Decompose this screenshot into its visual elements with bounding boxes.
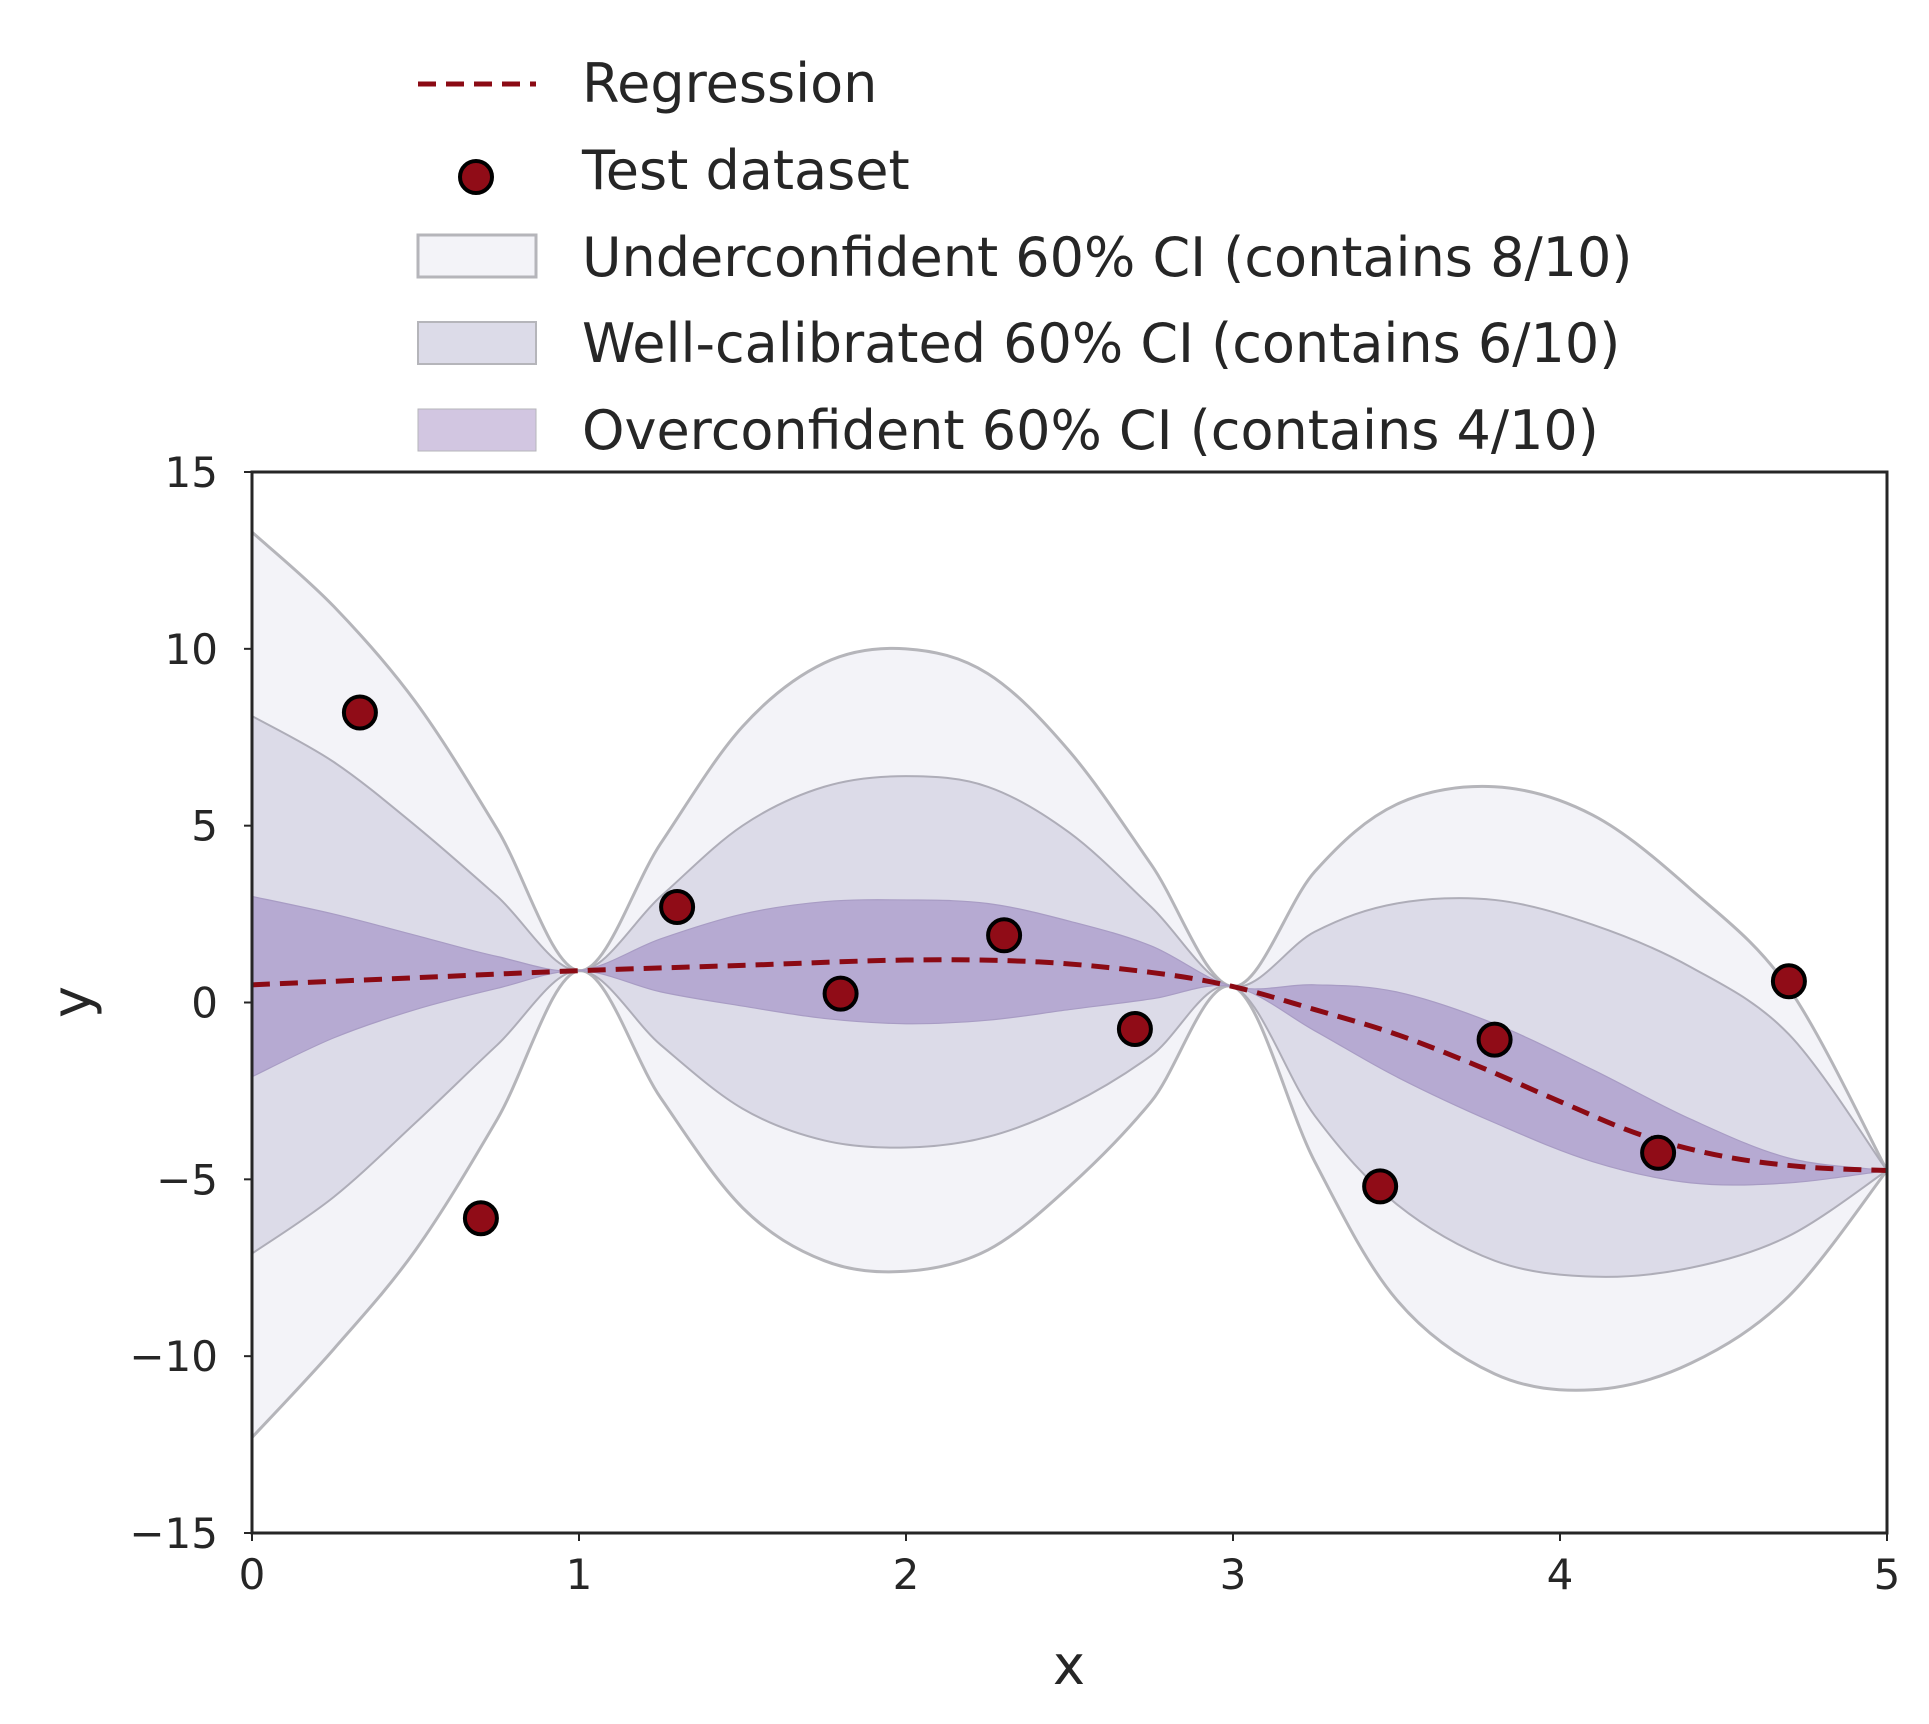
x-tick-label: 5 xyxy=(1874,1550,1901,1599)
well-calibrated-ci-lower-edge xyxy=(251,969,1888,1278)
y-tick-label: 15 xyxy=(165,448,218,497)
overconfident-ci-upper-edge xyxy=(251,895,1888,1172)
legend-under-label: Underconfident 60% CI (contains 8/10) xyxy=(582,226,1632,289)
y-axis-label: y xyxy=(40,986,103,1018)
test-point-1 xyxy=(341,694,378,731)
legend-test-swatch xyxy=(458,159,494,195)
x-axis-label: x xyxy=(1053,1634,1085,1697)
test-point-9 xyxy=(1640,1134,1677,1171)
x-tick-label: 3 xyxy=(1220,1550,1247,1599)
y-tick-label: 5 xyxy=(191,802,218,851)
test-point-10 xyxy=(1770,963,1807,1000)
y-tick-label: 10 xyxy=(165,625,218,674)
underconfident-ci-lower-edge xyxy=(250,969,1889,1439)
test-point-4 xyxy=(822,975,859,1012)
x-tick-label: 1 xyxy=(566,1550,593,1599)
x-tick-label: 0 xyxy=(239,1550,266,1599)
legend: Regression Test dataset Underconfident 6… xyxy=(416,52,1632,462)
test-point-2 xyxy=(462,1200,499,1237)
plot-area xyxy=(250,531,1889,1439)
test-point-7 xyxy=(1362,1168,1399,1205)
well-calibrated-ci-upper-edge xyxy=(251,715,1888,1172)
underconfident-ci-upper-edge xyxy=(250,531,1889,1172)
legend-test-label: Test dataset xyxy=(581,139,910,202)
legend-well-swatch xyxy=(417,321,537,365)
legend-over-label: Overconfident 60% CI (contains 4/10) xyxy=(582,399,1599,462)
overconfident-ci-lower-edge xyxy=(251,970,1888,1186)
axes: 0 1 2 3 4 5 15 10 5 0 −5 −10 −15 xyxy=(129,448,1900,1599)
x-tick-label: 4 xyxy=(1547,1550,1574,1599)
legend-over-swatch xyxy=(417,408,537,452)
test-point-5 xyxy=(986,917,1023,954)
y-tick-label: −15 xyxy=(129,1509,218,1558)
x-tick-label: 2 xyxy=(893,1550,920,1599)
test-point-3 xyxy=(659,889,696,926)
legend-well-label: Well-calibrated 60% CI (contains 6/10) xyxy=(582,312,1620,375)
y-tick-label: −5 xyxy=(156,1155,218,1204)
test-point-8 xyxy=(1476,1021,1513,1058)
test-point-6 xyxy=(1116,1011,1153,1048)
legend-regression-label: Regression xyxy=(582,52,877,115)
y-tick-label: 0 xyxy=(191,979,218,1028)
y-tick-label: −10 xyxy=(129,1332,218,1381)
legend-under-swatch xyxy=(416,233,538,279)
